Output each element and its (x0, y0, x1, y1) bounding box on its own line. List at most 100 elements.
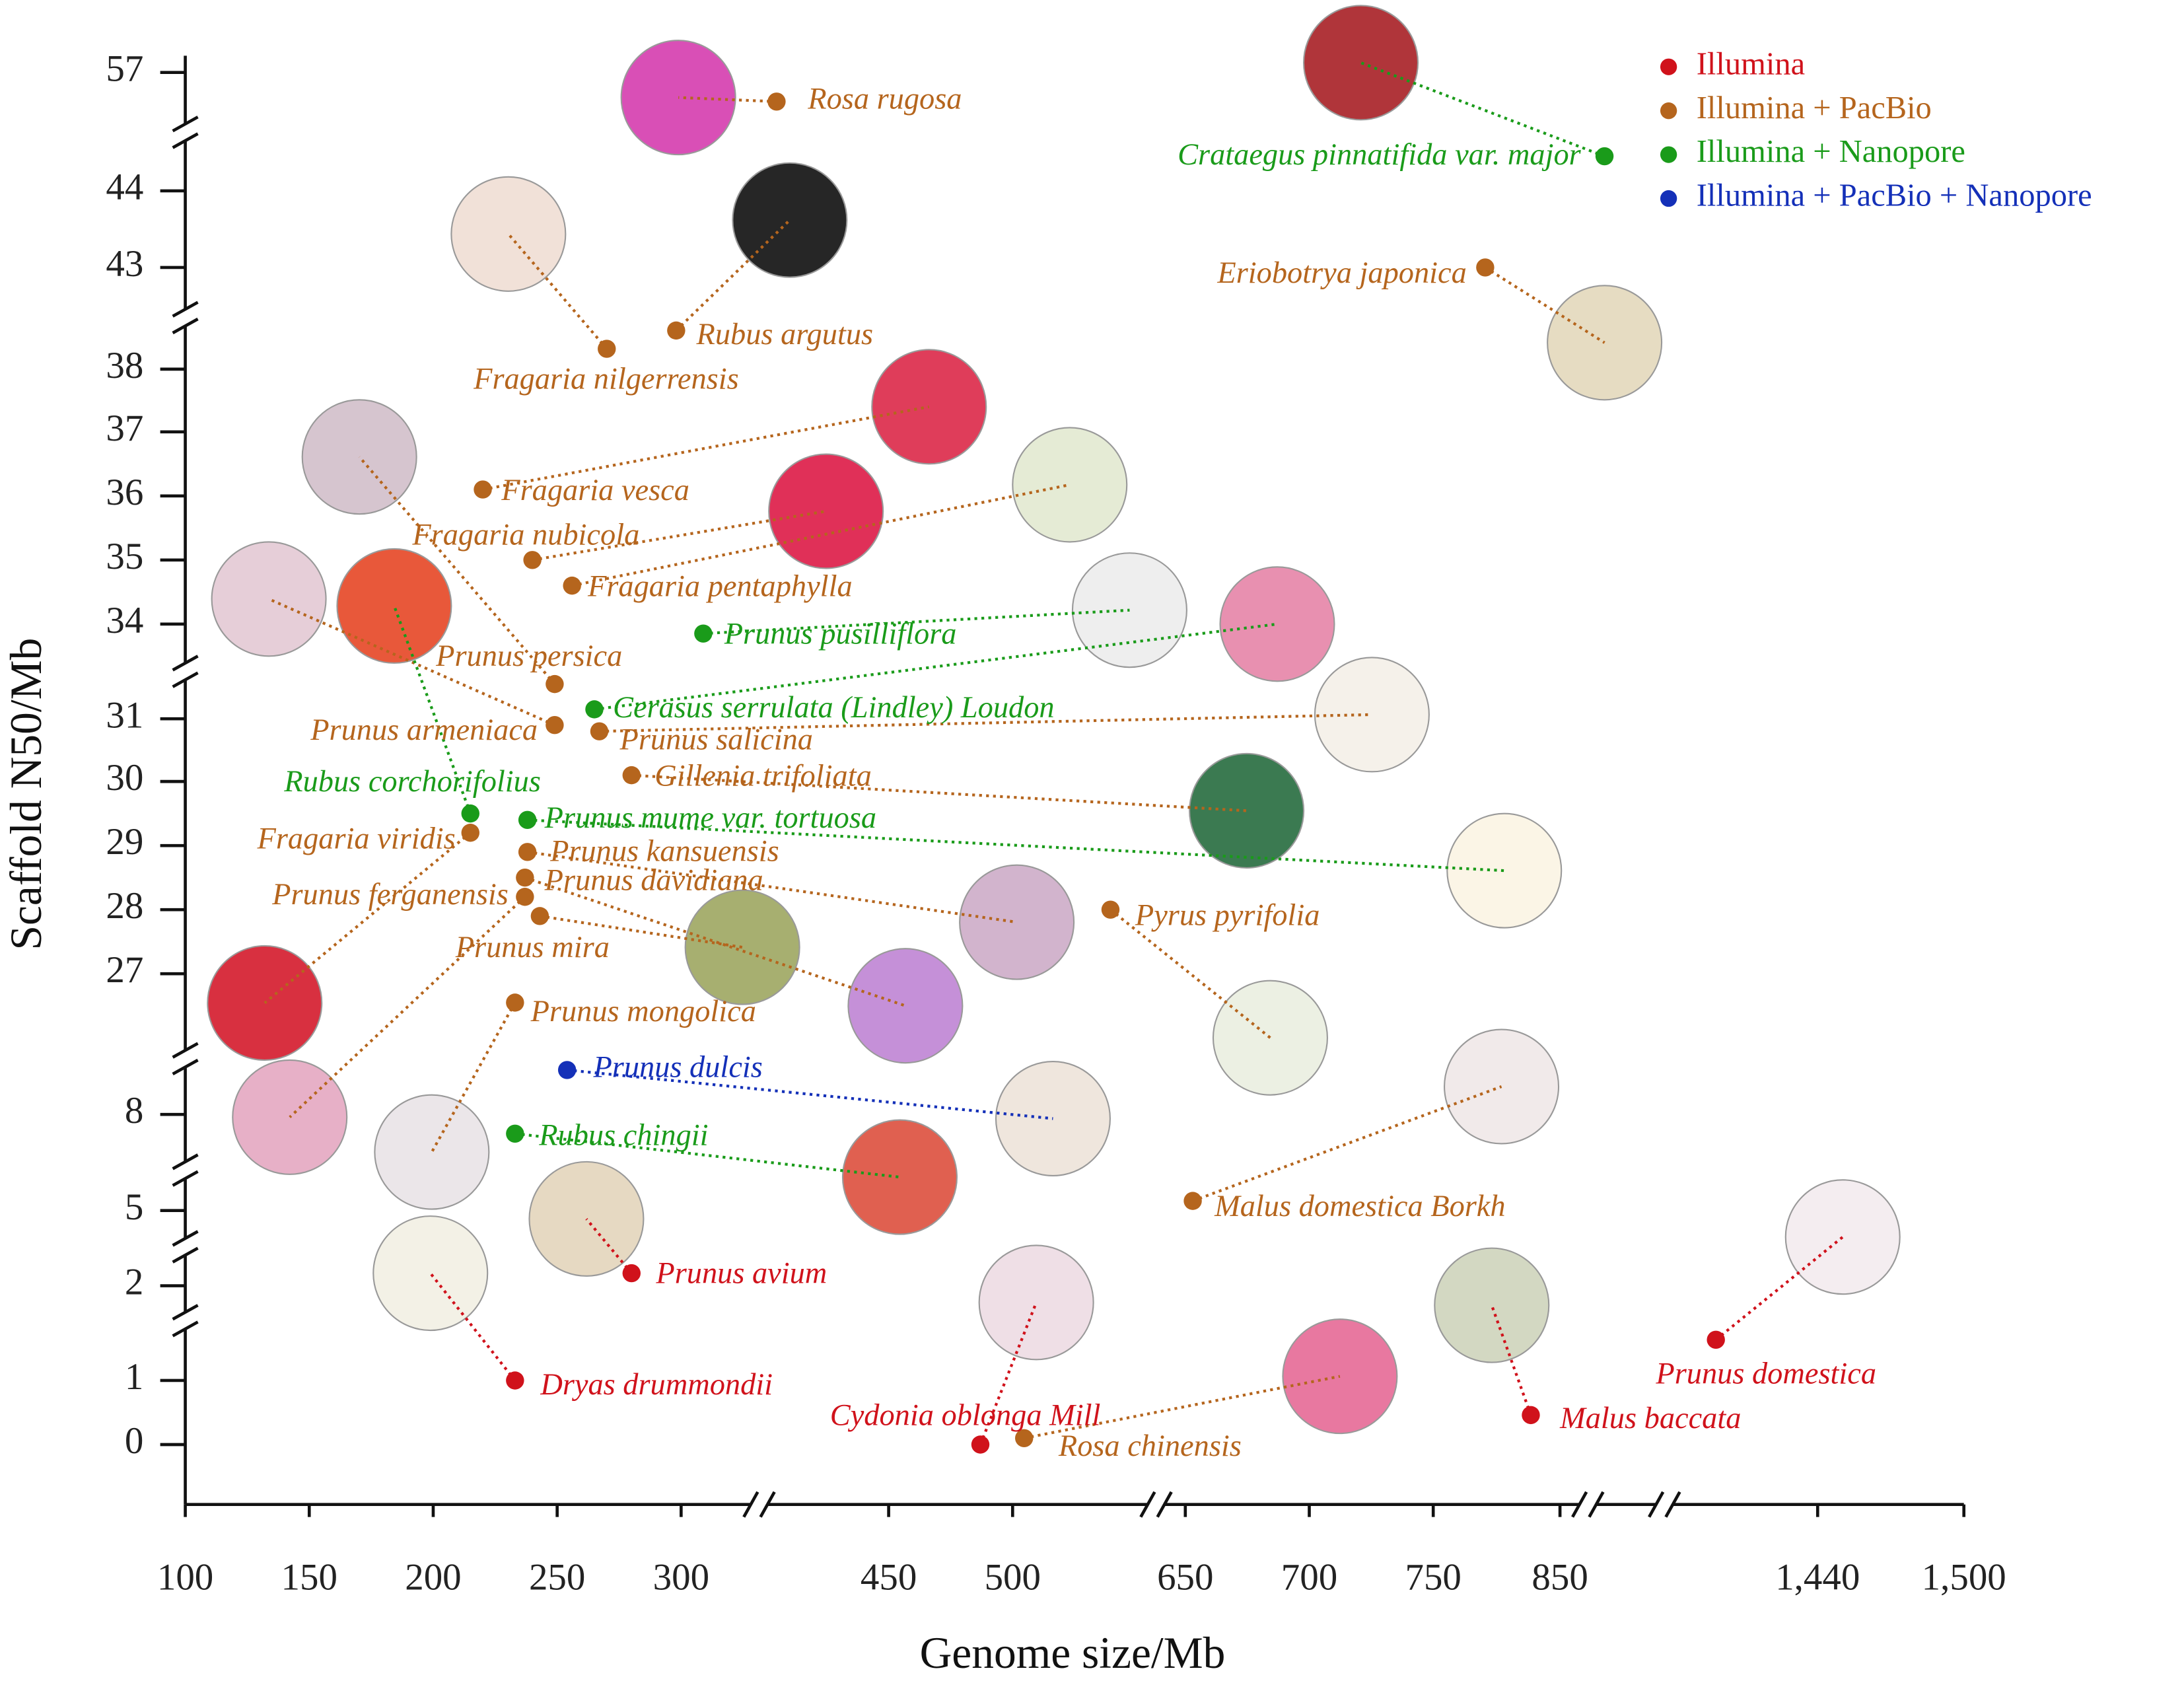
point-label: Prunus domestica (1655, 1357, 1876, 1390)
point (523, 551, 542, 569)
photo (847, 948, 964, 1064)
photo (450, 176, 567, 292)
leader-line (482, 405, 930, 491)
point (1476, 258, 1495, 277)
leader-line (631, 773, 1247, 812)
x-tick-label: 500 (985, 1557, 1041, 1598)
point (622, 1264, 641, 1283)
point (506, 1371, 524, 1390)
point-label: Pyrus pyrifolia (1135, 898, 1320, 932)
photo (768, 453, 884, 569)
point (585, 700, 604, 719)
y-tick-label: 8 (125, 1090, 143, 1131)
point (557, 1061, 577, 1079)
point (1595, 147, 1614, 166)
point-label: Prunus mume var. tortuosa (544, 801, 876, 835)
axis-break (172, 116, 199, 133)
x-tick-label: 850 (1532, 1557, 1588, 1598)
axis-break (172, 1230, 199, 1247)
leader-line (532, 509, 827, 561)
leader-line (1360, 61, 1605, 158)
photos (207, 5, 1901, 1435)
point-label: Prunus kansuensis (549, 834, 779, 868)
leader-line (268, 597, 555, 727)
leader-line (571, 483, 1071, 587)
axis-break (1648, 1491, 1665, 1518)
photo (959, 864, 1075, 980)
axis-break (172, 1153, 199, 1170)
point (461, 804, 479, 823)
axis-break (172, 1170, 199, 1187)
point (506, 1124, 524, 1143)
leader-line (567, 1068, 1053, 1120)
axis-break (172, 671, 199, 688)
leader-lines (264, 61, 1844, 1445)
y-tick-label: 37 (106, 408, 143, 449)
legend-marker (1660, 190, 1677, 207)
y-tick-label: 43 (106, 243, 143, 285)
axis-break (172, 1058, 199, 1076)
photo (1446, 812, 1563, 929)
y-tick-label: 0 (125, 1420, 143, 1462)
photo (1434, 1247, 1550, 1363)
photo (1212, 980, 1328, 1096)
point (767, 92, 786, 111)
point-label: Prunus pusilliflora (724, 617, 957, 651)
photo (1219, 566, 1335, 682)
point (1522, 1406, 1540, 1425)
legend-label: Illumina + Nanopore (1697, 134, 1965, 169)
point-label: Cydonia oblonga Mill (830, 1399, 1101, 1433)
legend-marker (1660, 58, 1677, 75)
point-label: Fragaria vesca (501, 474, 689, 507)
point-label: Prunus avium (655, 1256, 827, 1290)
photo (1314, 657, 1430, 773)
leader-line (264, 832, 472, 1005)
point (530, 907, 549, 925)
point (667, 321, 686, 340)
axis-break (172, 317, 199, 335)
photo (1012, 427, 1128, 543)
point-label: Fragaria nubicola (411, 519, 639, 552)
y-tick-label: 1 (125, 1356, 143, 1398)
leader-line (1192, 1085, 1502, 1203)
leader-line (585, 1217, 633, 1274)
photo (374, 1094, 490, 1210)
point-label: Prunus salicina (619, 723, 813, 757)
photo (372, 1215, 489, 1332)
point-label: Malus domestica Borkh (1214, 1190, 1506, 1223)
leader-line (703, 608, 1130, 635)
x-tick-label: 1,440 (1775, 1557, 1860, 1598)
point-label: Eriobotrya japonica (1216, 256, 1466, 290)
leader-line (358, 456, 556, 686)
photo (1303, 5, 1419, 121)
leader-line (675, 219, 791, 332)
point-label: Prunus davidiana (544, 864, 763, 898)
y-tick-label: 30 (106, 757, 143, 799)
y-tick-label: 29 (106, 821, 143, 863)
y-tick-label: 31 (106, 694, 143, 736)
x-axis-title: Genome size/Mb (920, 1628, 1226, 1678)
x-tick-label: 150 (281, 1557, 337, 1598)
point-label: Gillenia trifoliata (654, 760, 872, 793)
legend-marker (1660, 146, 1677, 163)
point (518, 843, 537, 861)
photo (301, 399, 417, 515)
x-tick-label: 650 (1157, 1557, 1213, 1598)
axis-break (172, 1246, 199, 1264)
point-label: Rubus corchorifolius (283, 765, 541, 799)
photo (336, 548, 452, 664)
leader-line (289, 896, 526, 1118)
axis-break (1571, 1491, 1588, 1518)
y-tick-label: 38 (106, 345, 143, 386)
y-tick-label: 27 (106, 949, 143, 991)
y-axis-title: Scaffold N50/Mb (1, 638, 51, 950)
x-tick-label: 200 (405, 1557, 461, 1598)
point-label: Prunus mira (455, 931, 610, 964)
photo (1784, 1179, 1901, 1295)
point (516, 888, 534, 906)
point-label: Fragaria pentaphylla (587, 570, 853, 604)
point-label: Fragaria viridis (257, 822, 456, 855)
point-label: Malus baccata (1559, 1402, 1741, 1435)
photo (232, 1059, 348, 1175)
